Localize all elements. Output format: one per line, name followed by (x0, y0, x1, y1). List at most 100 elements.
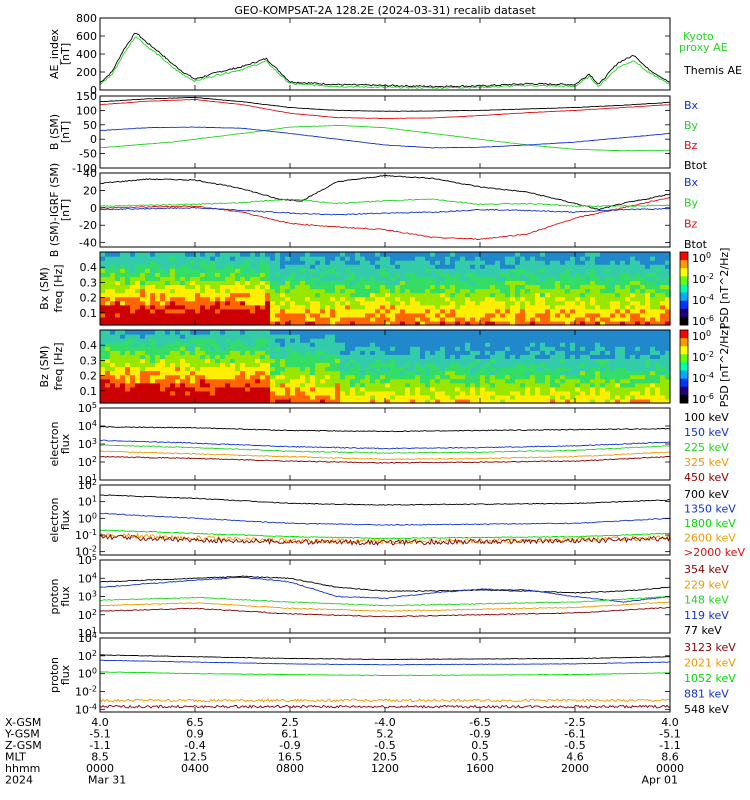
x-axis-value: -0.4 (184, 739, 205, 752)
x-axis-value: 5.2 (376, 728, 394, 741)
legend-prot2: 3123 keV 2021 keV 1052 keV 881 keV 548 keV (684, 641, 736, 716)
x-axis-value: 6.1 (281, 728, 299, 741)
legend-entry: 354 keV (684, 563, 729, 576)
series-line-bx (99, 126, 671, 149)
y-tick-label: 400 (76, 48, 97, 61)
y-axis-label: Bx (SM)freq [Hz] (38, 264, 65, 312)
x-axis-value: -0.9 (279, 739, 300, 752)
legend-entry: Themis AE (683, 64, 742, 77)
x-axis-value: 16.5 (278, 751, 303, 764)
series-line-325kev (99, 450, 671, 461)
y-tick-label: 0 (90, 202, 97, 215)
y-axis-label: Bz (SM)freq [Hz] (38, 342, 65, 390)
series-line-229kev (100, 601, 671, 612)
y-tick-label: 103 (78, 590, 97, 604)
series-line-150kev (99, 439, 671, 450)
y-tick-label: 105 (78, 553, 97, 567)
legend-bsm: Bx By Bz Btot (684, 99, 708, 172)
series-line-2000kev (99, 533, 671, 547)
legend-bigrf: Bx By Bz Btot (684, 176, 708, 251)
legend-entry: Bx (684, 176, 699, 189)
y-tick-label: 103 (78, 437, 97, 451)
series-line-bz (99, 196, 671, 241)
panel-bxspec: 100 10-2 10-4 10-6 PSD [nT^2/Hz] 0.1 0.2 0.3 0.4… (38, 248, 731, 330)
x-axis-value: 1600 (466, 762, 494, 775)
series-line-548kev (99, 654, 671, 661)
x-axis-value: -6.5 (469, 716, 490, 729)
legend-entry: 150 keV (684, 426, 729, 439)
legend-entry: 325 keV (684, 456, 729, 469)
panel-frame (99, 559, 671, 634)
x-axis-value: -5.1 (659, 728, 680, 741)
y-tick-label: 10-4 (75, 702, 97, 716)
x-axis-value: -6.1 (564, 728, 585, 741)
x-axis-value: 0000 (86, 762, 114, 775)
y-tick-label: 200 (76, 66, 97, 79)
y-tick-label: 102 (78, 455, 97, 469)
x-axis-value: 0800 (276, 762, 304, 775)
y-axis-label: electronflux (48, 422, 72, 467)
series-line-700kev (99, 494, 671, 506)
series-line-bx (99, 206, 671, 216)
panel-bigrf: -40 -20 0 20 40 Bx By Bz Btot B (SM)-IGRF (SM)[nT… (48, 163, 708, 257)
legend-prot1: 354 keV 229 keV 148 keV 119 keV 77 keV (684, 563, 729, 637)
y-tick-label: 10-1 (75, 528, 97, 542)
y-axis-label: B (SM)-IGRF (SM)[nT] (48, 163, 72, 257)
legend-entry: Bz (684, 217, 698, 230)
y-tick-label: 0.3 (80, 276, 98, 289)
y-tick-label: -40 (79, 237, 97, 250)
chart-title: GEO-KOMPSAT-2A 128.2E (2024-03-31) recal… (234, 4, 536, 17)
legend-entry: By (684, 119, 699, 132)
colorbar-tick-label: 10-2 (692, 350, 714, 364)
x-axis-value: 8.6 (661, 751, 679, 764)
x-axis-value: -0.9 (469, 728, 490, 741)
x-axis-row-label: Y-GSM (4, 728, 40, 741)
series-line-1800kev (99, 529, 671, 540)
y-tick-label: 0 (90, 84, 97, 97)
colorbar-tick-label: 10-6 (692, 392, 714, 406)
y-tick-label: -100 (72, 162, 97, 175)
x-axis-value: 12.5 (183, 751, 208, 764)
x-axis-table: X-GSM 4.0 6.5 2.5 -4.0 -6.5 -2.5 4.0 Y-GSM -5.1 0.… (4, 716, 684, 787)
y-tick-label: 10-2 (75, 684, 97, 698)
y-tick-label: 50 (83, 119, 97, 132)
series-line-148kev (100, 596, 671, 607)
series-line-1052kev (99, 671, 671, 677)
series-line-2021kev (99, 698, 671, 703)
panel-bzspec: 100 10-2 10-4 10-6 PSD [nT^2/Hz] 0.1 0.2 0.3 0.4… (38, 326, 731, 408)
x-axis-value: Mar 31 (88, 774, 126, 787)
x-axis-value: 0.9 (186, 728, 204, 741)
series-line-by (99, 124, 671, 152)
y-tick-label: 150 (76, 90, 97, 103)
x-axis-value: 0400 (181, 762, 209, 775)
x-axis-value: Apr 01 (641, 774, 678, 787)
x-axis-value: 4.0 (661, 716, 679, 729)
series-line-77kev (99, 575, 670, 594)
legend-entry: 881 keV (684, 688, 729, 701)
x-axis-value: 0.5 (471, 739, 489, 752)
legend-entry: 119 keV (684, 609, 729, 622)
x-axis-value: 20.5 (373, 751, 398, 764)
legend-entry: 225 keV (684, 441, 729, 454)
y-axis-label: protonflux (48, 657, 72, 693)
legend-entry: 1350 keV (684, 503, 736, 516)
x-axis-value: 6.5 (186, 716, 204, 729)
series-line-119kev (99, 576, 671, 603)
y-tick-label: 0.1 (80, 385, 98, 398)
panel-frame (99, 484, 671, 556)
legend-entry: 2021 keV (684, 657, 736, 670)
colorbar-tick-label: 100 (692, 251, 711, 265)
y-tick-label: 102 (78, 478, 97, 492)
y-tick-label: 40 (83, 167, 97, 180)
legend-elec1: 100 keV 150 keV 225 keV 325 keV 450 keV (684, 411, 729, 484)
legend-entry: 700 keV (684, 488, 729, 501)
y-tick-label: 0.3 (80, 354, 98, 367)
series-line-881kev (99, 659, 671, 666)
series-line-by (99, 198, 671, 208)
legend-entry: >2000 keV (684, 546, 745, 559)
y-tick-label: 100 (78, 511, 97, 525)
series-line-100kev (99, 426, 671, 433)
